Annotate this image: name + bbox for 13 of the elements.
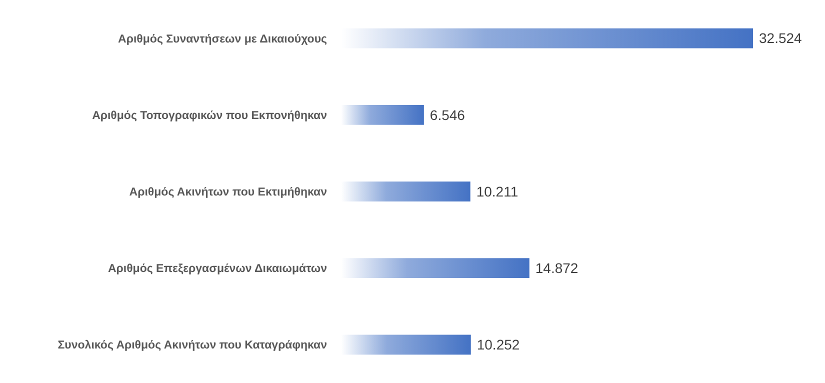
data-label: 32.524 [759, 30, 802, 46]
data-label: 14.872 [535, 260, 578, 276]
y-tick-label: Αριθμός Ακινήτων που Εκτιμήθηκαν [129, 186, 327, 199]
data-label: 10.252 [476, 336, 520, 353]
bar [341, 182, 470, 202]
y-tick-label: Αριθμός Επεξεργασμένων Δικαιωμάτων [108, 263, 327, 276]
data-label: 10.211 [476, 183, 518, 200]
y-tick-label: Αριθμός Τοπογραφικών που Εκπονήθηκαν [92, 110, 327, 122]
y-tick-label: Αριθμός Συναντήσεων με Δικαιούχους [118, 33, 328, 46]
bar [341, 334, 471, 355]
data-label: 6.546 [430, 106, 466, 123]
y-tick-label: Συνολικός Αριθμός Ακινήτων που Καταγράφηκαν [58, 340, 327, 352]
bar [341, 104, 424, 125]
